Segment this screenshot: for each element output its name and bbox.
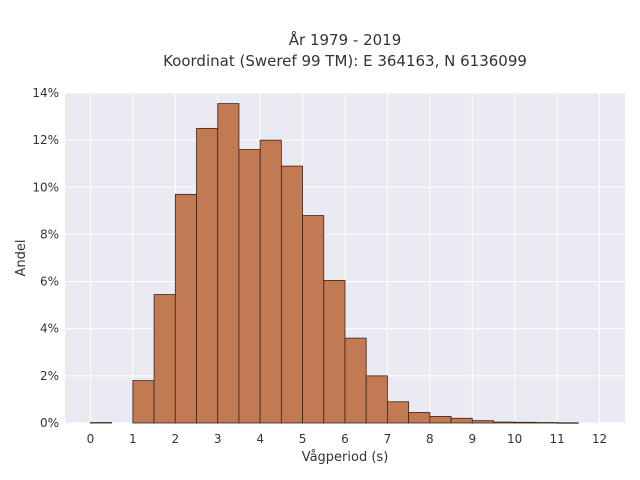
x-tick-label: 0 xyxy=(87,432,95,446)
histogram-bar xyxy=(280,165,303,424)
x-tick-label: 7 xyxy=(384,432,392,446)
x-tick-label: 10 xyxy=(507,432,522,446)
x-tick-label: 1 xyxy=(129,432,137,446)
histogram-bar xyxy=(153,294,176,424)
x-tick-label: 11 xyxy=(549,432,564,446)
chart-subtitle: Koordinat (Sweref 99 TM): E 364163, N 61… xyxy=(163,52,527,70)
x-axis-label: Vågperiod (s) xyxy=(302,450,389,465)
x-tick-label: 5 xyxy=(299,432,307,446)
x-tick-label: 12 xyxy=(592,432,607,446)
histogram-bar xyxy=(259,139,282,424)
histogram-bar xyxy=(217,103,240,424)
histogram-bar xyxy=(238,149,261,424)
bars xyxy=(90,103,579,424)
x-tick-label: 9 xyxy=(468,432,476,446)
y-axis-ticks: 0% 2% 4% 6% 8% 10% 12% 14% xyxy=(32,86,59,430)
y-tick-label: 10% xyxy=(32,180,59,194)
chart-title: År 1979 - 2019 xyxy=(289,30,402,49)
x-tick-label: 2 xyxy=(171,432,179,446)
histogram-bar xyxy=(344,337,367,424)
histogram-bar xyxy=(514,421,537,424)
y-axis-label: Andel xyxy=(14,240,29,277)
histogram-bar xyxy=(365,375,388,424)
histogram-bar xyxy=(429,415,452,424)
histogram-bar xyxy=(196,127,219,424)
histogram-bar xyxy=(302,215,325,424)
histogram-bar xyxy=(471,420,494,424)
histogram-bar xyxy=(408,411,431,424)
y-tick-label: 4% xyxy=(40,322,59,336)
y-tick-label: 6% xyxy=(40,275,59,289)
histogram-bar xyxy=(132,380,155,424)
histogram-bar xyxy=(323,279,346,424)
histogram-bar xyxy=(174,193,197,424)
histogram-bar xyxy=(493,421,516,424)
y-tick-label: 2% xyxy=(40,369,59,383)
histogram-bar xyxy=(387,401,410,424)
x-tick-label: 3 xyxy=(214,432,222,446)
x-tick-label: 4 xyxy=(256,432,264,446)
y-tick-label: 12% xyxy=(32,133,59,147)
histogram-bar xyxy=(535,422,558,424)
y-tick-label: 14% xyxy=(32,86,59,100)
x-axis-ticks: 0 1 2 3 4 5 6 7 8 9 10 11 12 xyxy=(87,432,608,446)
histogram-bar xyxy=(556,422,579,424)
histogram-bar xyxy=(450,417,473,424)
histogram-bar xyxy=(90,422,113,424)
x-tick-label: 8 xyxy=(426,432,434,446)
y-tick-label: 0% xyxy=(40,416,59,430)
x-tick-label: 6 xyxy=(341,432,349,446)
y-tick-label: 8% xyxy=(40,227,59,241)
